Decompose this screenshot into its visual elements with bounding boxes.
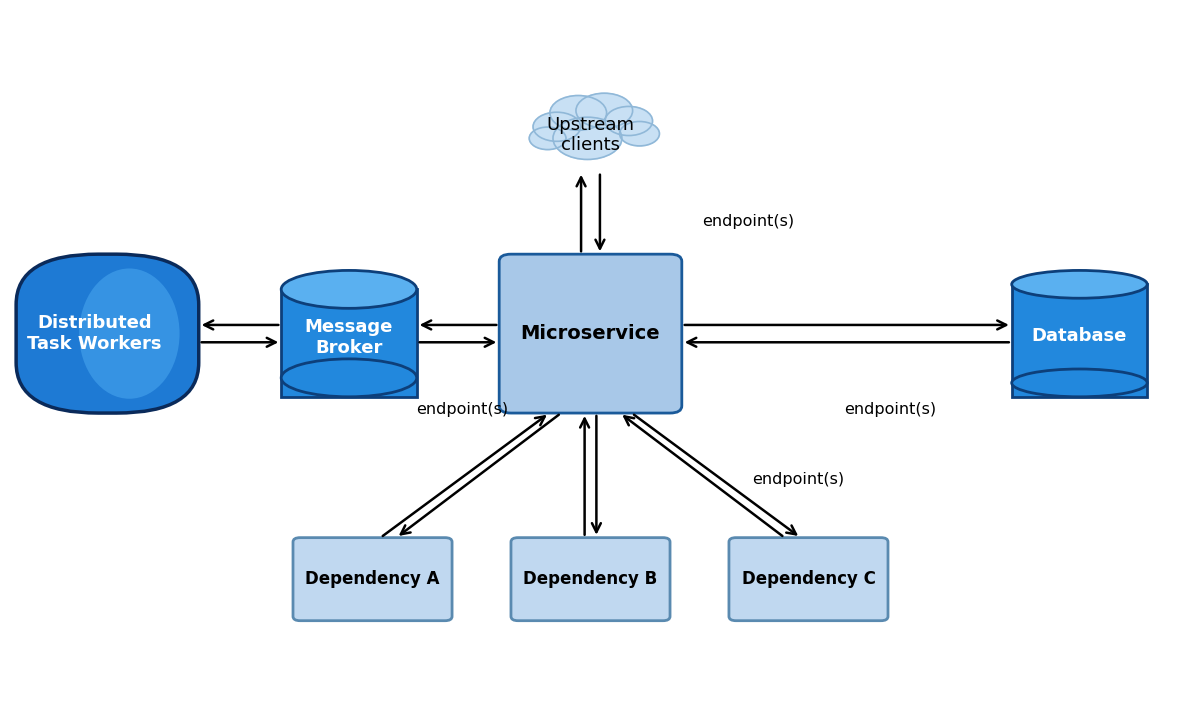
Text: Dependency C: Dependency C	[742, 570, 875, 588]
FancyBboxPatch shape	[500, 254, 681, 413]
Ellipse shape	[281, 270, 417, 308]
Text: Database: Database	[1032, 328, 1127, 345]
Circle shape	[620, 122, 659, 146]
Text: Distributed
Task Workers: Distributed Task Workers	[27, 314, 162, 353]
Ellipse shape	[79, 268, 180, 399]
Circle shape	[550, 96, 607, 130]
Circle shape	[605, 107, 653, 136]
Text: endpoint(s): endpoint(s)	[843, 402, 937, 417]
Text: Dependency A: Dependency A	[305, 570, 439, 588]
Text: Message
Broker: Message Broker	[305, 318, 393, 357]
Circle shape	[553, 117, 622, 160]
FancyBboxPatch shape	[511, 538, 670, 621]
Text: Microservice: Microservice	[521, 324, 660, 343]
Circle shape	[533, 112, 581, 141]
Text: Upstream
clients: Upstream clients	[547, 115, 634, 154]
Ellipse shape	[281, 359, 417, 397]
FancyBboxPatch shape	[293, 538, 452, 621]
Bar	[1012, 284, 1147, 397]
Circle shape	[529, 127, 566, 149]
Text: endpoint(s): endpoint(s)	[703, 214, 795, 229]
Circle shape	[576, 94, 633, 128]
Ellipse shape	[1012, 369, 1147, 397]
Text: Dependency B: Dependency B	[523, 570, 658, 588]
FancyBboxPatch shape	[729, 538, 888, 621]
Text: endpoint(s): endpoint(s)	[416, 402, 508, 417]
Text: endpoint(s): endpoint(s)	[752, 472, 844, 487]
FancyBboxPatch shape	[17, 254, 198, 413]
Bar	[281, 289, 417, 397]
Ellipse shape	[1012, 270, 1147, 298]
